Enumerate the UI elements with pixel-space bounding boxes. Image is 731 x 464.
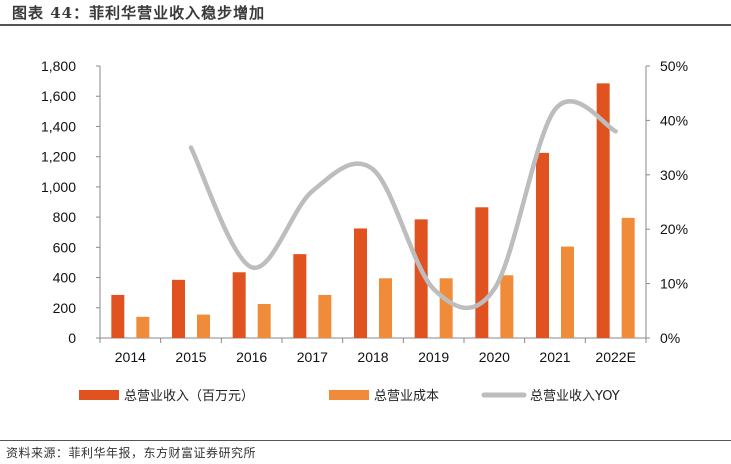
- source-note: 资料来源：菲利华年报，东方财富证券研究所: [6, 446, 257, 460]
- legend-label-yoy: 总营业收入YOY: [530, 389, 620, 404]
- axes-layer: [96, 65, 650, 343]
- bars-layer: [111, 83, 635, 338]
- y-left-tick-label: 0: [68, 330, 76, 346]
- bar-cost: [561, 246, 574, 338]
- legend-label-revenue: 总营业收入（百万元）: [124, 389, 254, 404]
- y-right-tick-label: 20%: [660, 221, 688, 237]
- x-tick-label: 2022E: [595, 349, 635, 365]
- y-left-tick-label: 200: [53, 300, 77, 316]
- legend: 总营业收入（百万元） 总营业成本 总营业收入YOY: [79, 389, 620, 404]
- bar-revenue: [475, 207, 489, 338]
- bar-cost: [136, 316, 150, 338]
- yoy-line: [188, 99, 618, 310]
- bar-cost: [500, 275, 514, 338]
- x-tick-label: 2016: [236, 349, 267, 365]
- figure-title: 图表 44：菲利华营业收入稳步增加: [12, 4, 266, 22]
- y-left-tick-label: 600: [53, 239, 77, 255]
- y-left-tick-label: 800: [53, 209, 77, 225]
- line-layer: [188, 99, 618, 310]
- x-tick-label: 2014: [115, 349, 146, 365]
- legend-swatch-revenue: [79, 390, 119, 400]
- bar-revenue: [293, 254, 307, 338]
- y-left-tick-label: 1,800: [41, 58, 76, 74]
- footer-rule: [0, 440, 731, 441]
- bar-cost: [439, 278, 453, 338]
- bar-revenue: [172, 279, 185, 338]
- x-tick-label: 2021: [539, 349, 570, 365]
- y-left-tick-label: 400: [53, 270, 77, 286]
- bar-revenue: [414, 219, 428, 338]
- bar-cost: [318, 294, 332, 338]
- bar-cost: [197, 314, 210, 338]
- bar-cost: [257, 304, 271, 338]
- x-tick-label: 2018: [357, 349, 388, 365]
- bar-cost: [379, 278, 392, 338]
- y-left-tick-label: 1,200: [41, 149, 76, 165]
- y-left-tick-label: 1,000: [41, 179, 76, 195]
- x-tick-label: 2020: [479, 349, 510, 365]
- y-right-tick-label: 0%: [660, 330, 680, 346]
- y-right-tick-label: 50%: [660, 58, 688, 74]
- bar-revenue: [596, 83, 610, 338]
- x-tick-label: 2019: [418, 349, 449, 365]
- bar-revenue: [232, 272, 246, 338]
- legend-swatch-cost: [329, 390, 369, 400]
- bar-cost: [621, 217, 635, 338]
- y-right-tick-label: 40%: [660, 112, 688, 128]
- chart: 0 200 400 600 800 1,000 1,200 1,400 1,600 1,800 0%…: [41, 58, 688, 404]
- x-tick-label: 2015: [175, 349, 206, 365]
- bar-revenue: [111, 294, 125, 338]
- ticks-layer: 0 200 400 600 800 1,000 1,200 1,400 1,600 1,800 0%…: [41, 58, 688, 365]
- bar-revenue: [536, 152, 549, 338]
- title-rule: [0, 24, 731, 26]
- bar-revenue: [354, 228, 367, 338]
- x-tick-label: 2017: [297, 349, 328, 365]
- y-left-tick-label: 1,400: [41, 118, 76, 134]
- legend-label-cost: 总营业成本: [374, 389, 439, 404]
- y-right-tick-label: 30%: [660, 167, 688, 183]
- y-left-tick-label: 1,600: [41, 88, 76, 104]
- y-right-tick-label: 10%: [660, 276, 688, 292]
